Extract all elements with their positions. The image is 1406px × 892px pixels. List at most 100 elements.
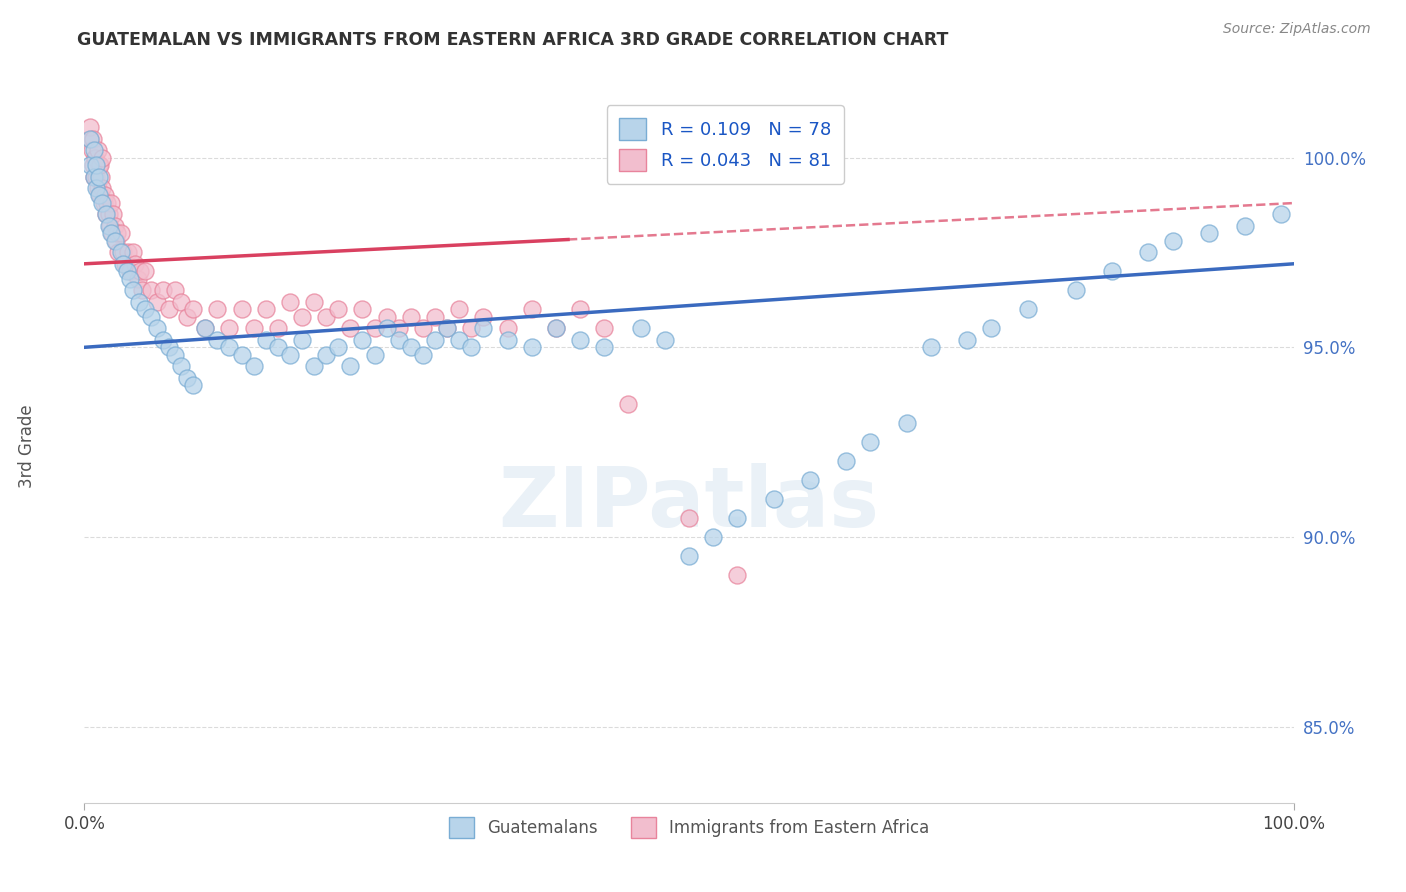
Point bbox=[1270, 207, 1292, 221]
Point bbox=[194, 321, 217, 335]
Point bbox=[170, 294, 193, 309]
Point bbox=[678, 511, 700, 525]
Point bbox=[302, 359, 325, 374]
Point bbox=[157, 302, 180, 317]
Point bbox=[242, 321, 264, 335]
Point bbox=[339, 359, 361, 374]
Point bbox=[207, 333, 229, 347]
Text: Source: ZipAtlas.com: Source: ZipAtlas.com bbox=[1223, 22, 1371, 37]
Point bbox=[207, 302, 229, 317]
Point bbox=[139, 284, 162, 298]
Point bbox=[112, 245, 135, 260]
Point bbox=[835, 454, 858, 468]
Point bbox=[134, 302, 156, 317]
Point bbox=[103, 207, 125, 221]
Point bbox=[1137, 245, 1160, 260]
Point bbox=[920, 340, 942, 354]
Point bbox=[980, 321, 1002, 335]
Point bbox=[87, 188, 110, 202]
Point bbox=[134, 264, 156, 278]
Point bbox=[80, 143, 103, 157]
Point bbox=[79, 120, 101, 135]
Point bbox=[94, 207, 117, 221]
Point bbox=[97, 207, 120, 221]
Point bbox=[89, 158, 111, 172]
Point bbox=[91, 196, 114, 211]
Point bbox=[176, 370, 198, 384]
Point bbox=[104, 234, 127, 248]
Point bbox=[115, 264, 138, 278]
Point bbox=[762, 492, 785, 507]
Point bbox=[128, 294, 150, 309]
Point bbox=[94, 207, 117, 221]
Point bbox=[120, 272, 142, 286]
Point bbox=[79, 131, 101, 145]
Point bbox=[799, 473, 821, 487]
Point bbox=[859, 435, 882, 450]
Point bbox=[139, 310, 162, 324]
Point bbox=[254, 333, 277, 347]
Point bbox=[449, 333, 471, 347]
Point bbox=[1198, 227, 1220, 241]
Point bbox=[472, 321, 495, 335]
Point bbox=[93, 196, 115, 211]
Point bbox=[956, 333, 979, 347]
Point bbox=[472, 310, 495, 324]
Point bbox=[654, 333, 676, 347]
Point bbox=[121, 245, 143, 260]
Point bbox=[105, 227, 128, 241]
Point bbox=[399, 310, 422, 324]
Point bbox=[544, 321, 567, 335]
Point bbox=[231, 348, 253, 362]
Point bbox=[520, 340, 543, 354]
Point bbox=[436, 321, 458, 335]
Point bbox=[328, 302, 350, 317]
Legend: Guatemalans, Immigrants from Eastern Africa: Guatemalans, Immigrants from Eastern Afr… bbox=[441, 811, 936, 845]
Point bbox=[83, 143, 105, 157]
Point bbox=[127, 272, 149, 286]
Point bbox=[544, 321, 567, 335]
Point bbox=[896, 416, 918, 430]
Point bbox=[107, 245, 129, 260]
Point bbox=[83, 169, 105, 184]
Point bbox=[89, 188, 111, 202]
Point bbox=[146, 321, 169, 335]
Point bbox=[83, 169, 105, 184]
Point bbox=[375, 321, 398, 335]
Text: ZIPatlas: ZIPatlas bbox=[499, 463, 879, 543]
Point bbox=[152, 284, 174, 298]
Point bbox=[181, 378, 204, 392]
Point bbox=[278, 294, 301, 309]
Point bbox=[112, 257, 135, 271]
Point bbox=[120, 264, 142, 278]
Point bbox=[86, 181, 108, 195]
Point bbox=[267, 340, 290, 354]
Point bbox=[702, 530, 724, 544]
Point bbox=[1017, 302, 1039, 317]
Point bbox=[90, 169, 112, 184]
Point bbox=[328, 340, 350, 354]
Point bbox=[291, 310, 314, 324]
Point bbox=[165, 284, 187, 298]
Point bbox=[114, 257, 136, 271]
Point bbox=[231, 302, 253, 317]
Point bbox=[86, 169, 108, 184]
Point bbox=[104, 234, 127, 248]
Point bbox=[79, 131, 101, 145]
Point bbox=[91, 181, 114, 195]
Point bbox=[302, 294, 325, 309]
Point bbox=[520, 302, 543, 317]
Point bbox=[176, 310, 198, 324]
Point bbox=[86, 158, 108, 172]
Point bbox=[94, 188, 117, 202]
Point bbox=[1161, 234, 1184, 248]
Point bbox=[152, 333, 174, 347]
Point bbox=[100, 196, 122, 211]
Point bbox=[110, 227, 132, 241]
Point bbox=[170, 359, 193, 374]
Point bbox=[617, 397, 640, 411]
Point bbox=[131, 284, 153, 298]
Point bbox=[87, 158, 110, 172]
Point bbox=[436, 321, 458, 335]
Point bbox=[87, 169, 110, 184]
